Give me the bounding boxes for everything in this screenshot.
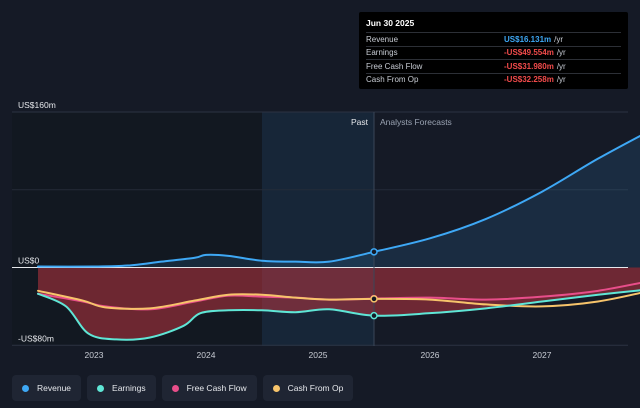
earnings-marker bbox=[370, 311, 378, 320]
tooltip-row-cfo: Cash From Op -US$32.258m /yr bbox=[366, 72, 621, 87]
chart-legend: Revenue Earnings Free Cash Flow Cash Fro… bbox=[12, 375, 354, 401]
legend-revenue-label: Revenue bbox=[37, 383, 72, 393]
tooltip-label-fcf: Free Cash Flow bbox=[366, 61, 423, 71]
legend-fcf-dot bbox=[171, 384, 179, 392]
y-tick-neg80: -US$80m bbox=[18, 333, 54, 343]
tooltip-label-earnings: Earnings bbox=[366, 48, 398, 58]
x-tick-2027: 2027 bbox=[533, 350, 552, 360]
legend-cash-from-op[interactable]: Cash From Op bbox=[262, 375, 354, 401]
legend-revenue-dot bbox=[22, 384, 29, 392]
tooltip-label-revenue: Revenue bbox=[366, 34, 399, 44]
legend-earnings-label: Earnings bbox=[112, 383, 146, 393]
revenue-area bbox=[38, 135, 640, 268]
tooltip-value-cfo: -US$32.258m bbox=[504, 75, 554, 85]
legend-cfo-label: Cash From Op bbox=[287, 383, 344, 393]
x-tick-2025: 2025 bbox=[309, 350, 328, 360]
cash-from-op-marker bbox=[370, 295, 378, 303]
legend-earnings[interactable]: Earnings bbox=[87, 375, 156, 401]
tooltip-row-revenue: Revenue US$16.131m /yr bbox=[366, 32, 621, 46]
revenue-line bbox=[37, 134, 640, 268]
legend-fcf-label: Free Cash Flow bbox=[186, 383, 247, 393]
revenue-marker bbox=[370, 248, 378, 256]
cash-from-op-line bbox=[37, 289, 640, 310]
tooltip-unit-earnings: /yr bbox=[556, 48, 566, 58]
tooltip-value-revenue: US$16.131m bbox=[504, 34, 552, 44]
legend-cfo-dot bbox=[272, 384, 280, 392]
forecast-label: Analysts Forecasts bbox=[380, 117, 452, 127]
x-tick-2026: 2026 bbox=[421, 350, 440, 360]
tooltip-label-cfo: Cash From Op bbox=[366, 75, 419, 85]
x-tick-2023: 2023 bbox=[85, 350, 104, 360]
legend-free-cash-flow[interactable]: Free Cash Flow bbox=[161, 375, 257, 401]
tooltip-row-fcf: Free Cash Flow -US$31.980m /yr bbox=[366, 59, 621, 73]
tooltip-unit-fcf: /yr bbox=[556, 61, 566, 71]
y-tick-0: US$0 bbox=[18, 256, 40, 266]
past-label: Past bbox=[351, 117, 369, 127]
tooltip-unit-revenue: /yr bbox=[554, 34, 564, 44]
tooltip-date: Jun 30 2025 bbox=[366, 18, 415, 28]
earnings-line bbox=[37, 289, 640, 341]
tooltip-value-fcf: -US$31.980m bbox=[504, 61, 554, 71]
y-tick-160: US$160m bbox=[18, 100, 56, 110]
tooltip-unit-cfo: /yr bbox=[556, 75, 566, 85]
tooltip-row-earnings: Earnings -US$49.554m /yr bbox=[366, 45, 621, 60]
legend-earnings-dot bbox=[97, 384, 105, 392]
legend-revenue[interactable]: Revenue bbox=[12, 375, 82, 401]
tooltip-value-earnings: -US$49.554m bbox=[504, 48, 554, 58]
data-tooltip: Jun 30 2025 Revenue US$16.131m /yr Earni… bbox=[359, 12, 628, 89]
x-tick-2024: 2024 bbox=[197, 350, 216, 360]
